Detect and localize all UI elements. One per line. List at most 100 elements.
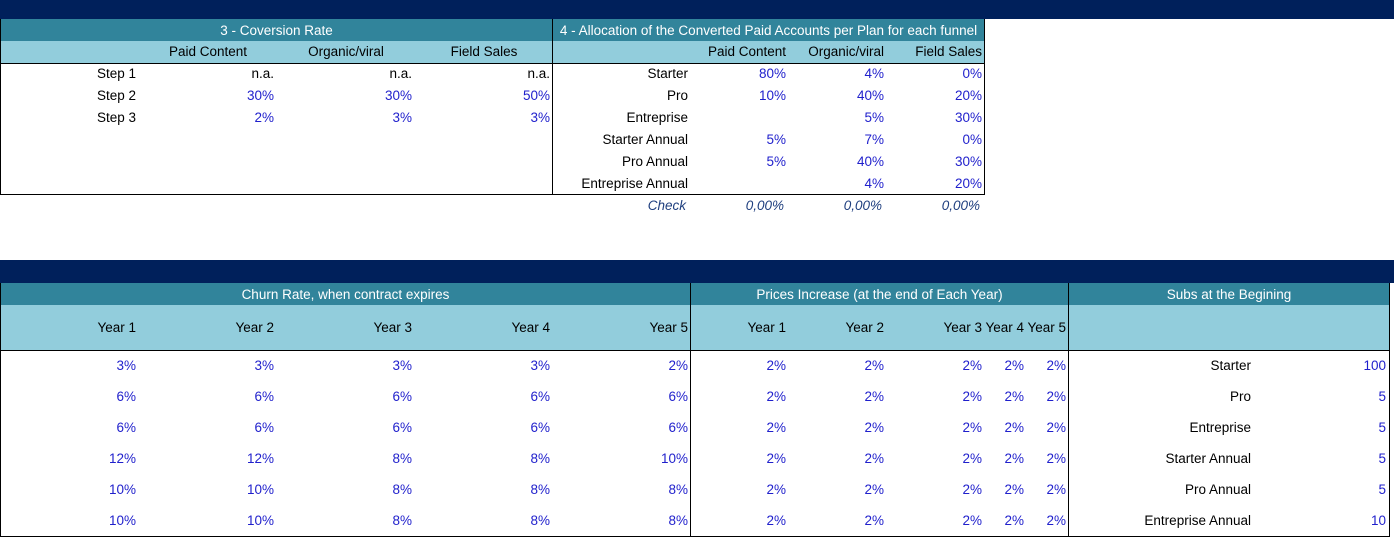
prices-cell[interactable]: 2% [766,482,786,497]
churn-cell[interactable]: 6% [392,420,412,435]
subs-row-label: Pro Annual [1184,482,1251,497]
allocation-cell[interactable]: 10% [758,88,786,103]
churn-cell[interactable]: 8% [530,513,550,528]
top-band [0,0,1394,19]
allocation-cell[interactable]: 30% [954,110,982,125]
prices-cell[interactable]: 2% [1004,420,1024,435]
churn-cell[interactable]: 3% [116,358,136,373]
prices-cell[interactable]: 2% [864,389,884,404]
allocation-cell[interactable]: 4% [864,66,884,81]
subs-value[interactable]: 5 [1378,389,1386,404]
border [0,63,985,64]
prices-cell[interactable]: 2% [962,482,982,497]
prices-cell[interactable]: 2% [1046,451,1066,466]
conversion-cell[interactable]: 50% [522,88,550,103]
churn-cell[interactable]: 6% [392,389,412,404]
prices-cell[interactable]: 2% [962,389,982,404]
prices-cell[interactable]: 2% [962,451,982,466]
churn-cell[interactable]: 12% [246,451,274,466]
churn-cell[interactable]: 3% [392,358,412,373]
churn-cell[interactable]: 8% [530,451,550,466]
churn-cell[interactable]: 6% [116,420,136,435]
allocation-cell[interactable]: 4% [864,176,884,191]
conversion-col-header: Field Sales [450,44,518,59]
churn-cell[interactable]: 8% [668,513,688,528]
churn-cell[interactable]: 10% [108,513,136,528]
prices-cell[interactable]: 2% [864,358,884,373]
churn-cell[interactable]: 10% [108,482,136,497]
churn-cell[interactable]: 3% [254,358,274,373]
prices-cell[interactable]: 2% [766,451,786,466]
prices-cell[interactable]: 2% [864,513,884,528]
prices-cell[interactable]: 2% [1046,358,1066,373]
churn-cell[interactable]: 3% [530,358,550,373]
prices-cell[interactable]: 2% [864,482,884,497]
conversion-cell[interactable]: 3% [392,110,412,125]
prices-cell[interactable]: 2% [962,420,982,435]
allocation-cell[interactable]: 20% [954,176,982,191]
allocation-cell[interactable]: 20% [954,88,982,103]
allocation-cell[interactable]: 40% [856,154,884,169]
churn-cell[interactable]: 8% [530,482,550,497]
prices-col-header: Year 2 [845,320,884,335]
churn-cell[interactable]: 6% [530,420,550,435]
churn-cell[interactable]: 2% [668,358,688,373]
prices-cell[interactable]: 2% [1004,389,1024,404]
prices-cell[interactable]: 2% [864,451,884,466]
conversion-cell[interactable]: 2% [254,110,274,125]
prices-subheader [691,305,1068,350]
prices-cell[interactable]: 2% [766,389,786,404]
prices-cell[interactable]: 2% [1046,389,1066,404]
subs-value[interactable]: 100 [1363,358,1386,373]
conversion-cell[interactable]: 30% [384,88,412,103]
churn-cell[interactable]: 6% [668,389,688,404]
churn-cell[interactable]: 8% [392,451,412,466]
prices-cell[interactable]: 2% [1004,358,1024,373]
allocation-cell[interactable]: 0% [962,132,982,147]
subs-value[interactable]: 10 [1370,513,1386,528]
conversion-cell[interactable]: n.a. [389,66,412,81]
prices-cell[interactable]: 2% [1004,482,1024,497]
allocation-cell[interactable]: 0% [962,66,982,81]
allocation-cell[interactable]: 5% [864,110,884,125]
subs-value[interactable]: 5 [1378,420,1386,435]
prices-cell[interactable]: 2% [962,513,982,528]
conversion-cell[interactable]: 3% [530,110,550,125]
churn-cell[interactable]: 10% [246,513,274,528]
churn-cell[interactable]: 6% [254,389,274,404]
prices-cell[interactable]: 2% [864,420,884,435]
conversion-cell[interactable]: n.a. [527,66,550,81]
prices-cell[interactable]: 2% [766,513,786,528]
churn-cell[interactable]: 6% [668,420,688,435]
prices-cell[interactable]: 2% [1046,420,1066,435]
prices-cell[interactable]: 2% [1046,513,1066,528]
prices-cell[interactable]: 2% [766,358,786,373]
allocation-cell[interactable]: 80% [758,66,786,81]
prices-cell[interactable]: 2% [1004,513,1024,528]
allocation-cell[interactable]: 5% [766,132,786,147]
allocation-cell[interactable]: 5% [766,154,786,169]
churn-cell[interactable]: 8% [392,513,412,528]
conversion-cell[interactable]: 30% [246,88,274,103]
churn-cell[interactable]: 8% [668,482,688,497]
churn-cell[interactable]: 8% [392,482,412,497]
conversion-cell[interactable]: n.a. [251,66,274,81]
border [0,536,1390,537]
conversion-col-header: Paid Content [168,44,248,59]
churn-cell[interactable]: 6% [254,420,274,435]
subs-value[interactable]: 5 [1378,451,1386,466]
prices-cell[interactable]: 2% [962,358,982,373]
subs-value[interactable]: 5 [1378,482,1386,497]
allocation-cell[interactable]: 30% [954,154,982,169]
churn-cell[interactable]: 6% [116,389,136,404]
allocation-cell[interactable]: 7% [864,132,884,147]
allocation-cell[interactable]: 40% [856,88,884,103]
churn-cell[interactable]: 12% [108,451,136,466]
prices-cell[interactable]: 2% [766,420,786,435]
prices-cell[interactable]: 2% [1004,451,1024,466]
churn-cell[interactable]: 10% [660,451,688,466]
churn-cell[interactable]: 10% [246,482,274,497]
churn-cell[interactable]: 6% [530,389,550,404]
churn-col-header: Year 4 [511,320,550,335]
prices-cell[interactable]: 2% [1046,482,1066,497]
